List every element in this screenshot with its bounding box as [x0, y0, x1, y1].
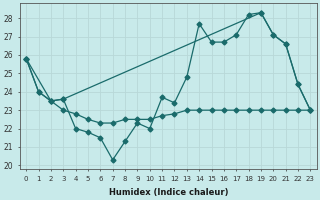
X-axis label: Humidex (Indice chaleur): Humidex (Indice chaleur): [108, 188, 228, 197]
